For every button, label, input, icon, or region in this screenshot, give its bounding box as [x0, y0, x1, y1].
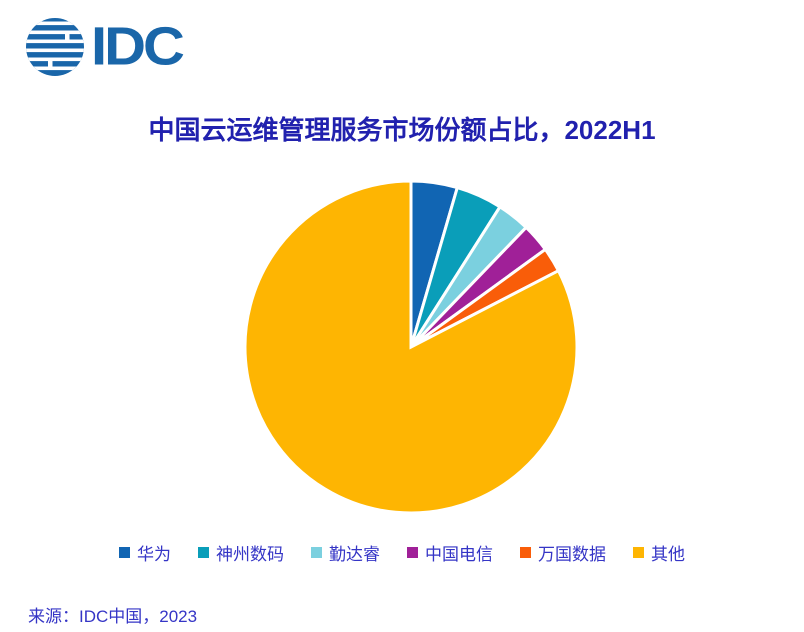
- legend-item-勤达睿: 勤达睿: [311, 540, 380, 565]
- legend-swatch-icon: [633, 547, 644, 558]
- pie-slice-其他: [243, 179, 579, 515]
- legend-item-神州数码: 神州数码: [198, 540, 284, 565]
- legend-label: 万国数据: [538, 545, 606, 564]
- legend-swatch-icon: [311, 547, 322, 558]
- source-note: 来源：IDC中国，2023: [28, 607, 198, 626]
- legend-swatch-icon: [198, 547, 209, 558]
- legend-label: 神州数码: [216, 545, 284, 564]
- legend-label: 勤达睿: [329, 545, 380, 564]
- chart-legend: 华为 神州数码 勤达睿 中国电信 万国数据 其他: [0, 540, 804, 565]
- legend-item-华为: 华为: [119, 540, 171, 565]
- legend-item-万国数据: 万国数据: [520, 540, 606, 565]
- idc-globe-icon: [26, 18, 84, 76]
- legend-swatch-icon: [520, 547, 531, 558]
- idc-logo: IDC: [24, 16, 185, 78]
- idc-logo-text: IDC: [91, 16, 185, 77]
- legend-item-其他: 其他: [633, 540, 685, 565]
- legend-label: 其他: [651, 545, 685, 564]
- legend-label: 华为: [137, 545, 171, 564]
- legend-item-中国电信: 中国电信: [407, 540, 493, 565]
- legend-label: 中国电信: [425, 545, 493, 564]
- legend-swatch-icon: [407, 547, 418, 558]
- legend-swatch-icon: [119, 547, 130, 558]
- chart-title: 中国云运维管理服务市场份额占比，2022H1: [148, 115, 656, 145]
